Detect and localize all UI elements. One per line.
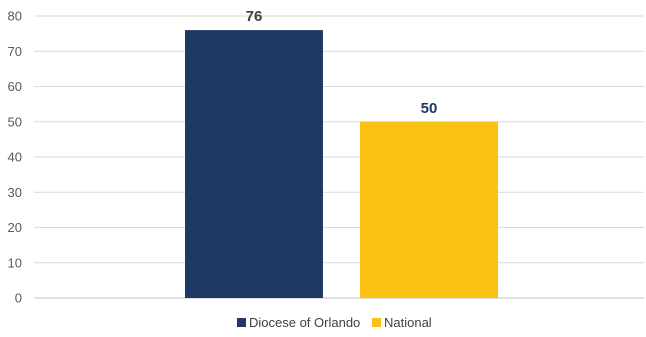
data-label: 76 (246, 8, 263, 25)
y-tick-label: 70 (8, 44, 22, 59)
legend-swatch (372, 318, 381, 327)
bar-national (360, 121, 498, 298)
legend: Diocese of Orlando National (237, 315, 432, 330)
data-labels: 76 50 (246, 8, 438, 117)
legend-label: Diocese of Orlando (249, 315, 360, 330)
y-tick-label: 50 (8, 114, 22, 129)
legend-swatch (237, 318, 246, 327)
bar-diocese-of-orlando (185, 30, 323, 298)
bars (185, 30, 498, 298)
gridlines (34, 15, 644, 299)
y-tick-label: 80 (8, 9, 22, 24)
y-tick-label: 60 (8, 79, 22, 94)
y-tick-label: 20 (8, 220, 22, 235)
y-tick-label: 10 (8, 255, 22, 270)
y-axis-ticks: 0 10 20 30 40 50 60 70 80 (8, 9, 22, 306)
y-tick-label: 30 (8, 185, 22, 200)
data-label: 50 (421, 100, 438, 117)
y-tick-label: 40 (8, 150, 22, 165)
y-tick-label: 0 (15, 291, 22, 306)
legend-label: National (384, 315, 432, 330)
